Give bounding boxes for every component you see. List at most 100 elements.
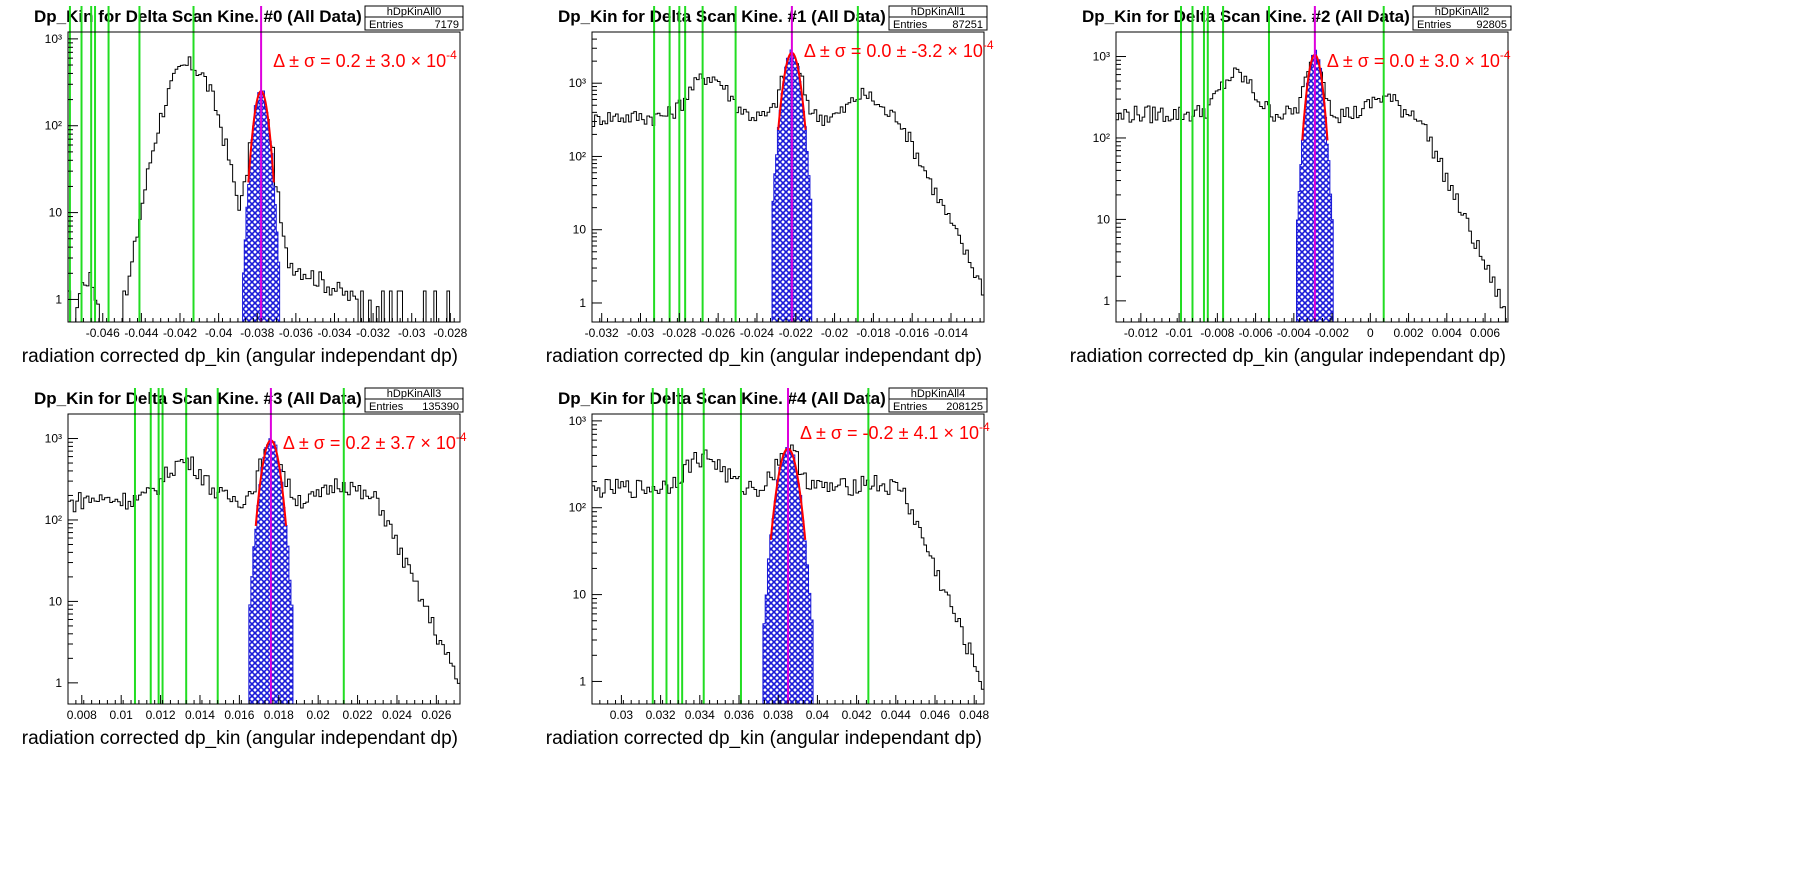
x-tick-label: 0.006 [1470,326,1500,340]
y-tick-label: 10³ [45,32,62,46]
plot-frame [67,413,461,705]
y-tick-label: 10 [573,223,587,237]
x-tick-label: 0.046 [920,708,950,722]
histogram-panel-0: Dp_Kin for Delta Scan Kine. #0 (All Data… [22,5,468,367]
stat-box-entries-label: Entries [369,401,404,413]
panel-title: Dp_Kin for Delta Scan Kine. #1 (All Data… [558,7,886,26]
fit-annotation: Δ ± σ = 0.0 ± -3.2 × 10-4 [804,38,994,61]
histogram-panel-3: Dp_Kin for Delta Scan Kine. #3 (All Data… [22,387,467,749]
x-tick-label: -0.006 [1239,326,1273,340]
stat-box-entries: 208125 [946,401,983,413]
stat-box-entries-label: Entries [369,19,404,31]
panel-title: Dp_Kin for Delta Scan Kine. #0 (All Data… [34,7,362,26]
x-tick-label: -0.024 [740,326,774,340]
x-tick-label: 0.008 [67,708,97,722]
x-tick-label: -0.012 [1124,326,1158,340]
fit-prefix: Δ ± σ = [804,41,867,61]
fit-prefix: Δ ± σ = [1327,51,1390,71]
x-tick-label: 0.048 [959,708,989,722]
y-tick-label: 10³ [569,414,586,428]
plot-frame [67,31,461,323]
x-tick-label: -0.03 [627,326,655,340]
plot-frame [591,31,985,323]
x-tick-label: -0.008 [1200,326,1234,340]
x-tick-label: 0.036 [724,708,754,722]
x-tick-label: -0.04 [205,326,233,340]
stat-box-name: hDpKinAll4 [911,388,965,400]
x-tick-label: -0.042 [163,326,197,340]
histogram-panel-2: Dp_Kin for Delta Scan Kine. #2 (All Data… [1070,5,1512,367]
x-tick-label: -0.02 [821,326,849,340]
y-tick-label: 10² [569,149,586,163]
x-tick-label: 0.026 [421,708,451,722]
x-tick-label: -0.028 [433,326,467,340]
fit-value: -0.2 ± 4.1 × 10 [863,423,979,443]
y-tick-label: 10² [1093,131,1110,145]
y-tick-label: 1 [579,674,586,688]
x-tick-label: 0.022 [343,708,373,722]
x-tick-label: -0.022 [779,326,813,340]
fit-value: 0.0 ± 3.0 × 10 [1389,51,1499,71]
y-tick-label: 10² [45,513,62,527]
y-tick-label: 1 [1103,294,1110,308]
x-tick-label: -0.026 [701,326,735,340]
x-tick-label: -0.018 [856,326,890,340]
panel-title: Dp_Kin for Delta Scan Kine. #4 (All Data… [558,389,886,408]
fit-exponent: -4 [456,430,467,444]
x-tick-label: 0.044 [881,708,911,722]
fit-prefix: Δ ± σ = [283,433,346,453]
x-tick-label: -0.03 [398,326,426,340]
x-axis-label: radiation corrected dp_kin (angular inde… [1070,346,1506,367]
y-tick-label: 10 [573,588,587,602]
x-tick-label: 0 [1367,326,1374,340]
fit-annotation: Δ ± σ = -0.2 ± 4.1 × 10-4 [800,420,990,443]
x-axis-label: radiation corrected dp_kin (angular inde… [546,346,982,367]
fit-annotation: Δ ± σ = 0.2 ± 3.0 × 10-4 [273,48,457,71]
x-tick-label: -0.028 [662,326,696,340]
stat-box-frame [364,387,464,413]
x-tick-label: 0.012 [146,708,176,722]
x-tick-label: 0.01 [110,708,134,722]
stat-box-frame [364,5,464,31]
fit-exponent: -4 [1500,48,1511,62]
y-tick-label: 1 [579,296,586,310]
fit-annotation: Δ ± σ = 0.2 ± 3.7 × 10-4 [283,430,467,453]
stat-box-entries: 7179 [435,19,459,31]
histogram-panel-4: Dp_Kin for Delta Scan Kine. #4 (All Data… [546,387,990,749]
x-axis-label: radiation corrected dp_kin (angular inde… [22,728,458,749]
x-tick-label: 0.024 [382,708,412,722]
histogram-panel-1: Dp_Kin for Delta Scan Kine. #1 (All Data… [546,5,994,367]
fit-prefix: Δ ± σ = [273,51,336,71]
stat-box-name: hDpKinAll2 [1435,6,1489,18]
x-tick-label: -0.032 [585,326,619,340]
plot-frame [1115,31,1509,323]
x-tick-label: 0.018 [264,708,294,722]
x-tick-label: 0.014 [185,708,215,722]
stat-box-entries: 87251 [952,19,983,31]
x-tick-label: -0.046 [86,326,120,340]
stat-box-entries: 92805 [1476,19,1507,31]
x-tick-label: -0.044 [124,326,158,340]
stat-box-frame [1412,5,1512,31]
fit-annotation: Δ ± σ = 0.0 ± 3.0 × 10-4 [1327,48,1511,71]
fit-value: 0.2 ± 3.0 × 10 [336,51,446,71]
x-tick-label: 0.042 [842,708,872,722]
x-tick-label: 0.038 [763,708,793,722]
stat-box-entries: 135390 [422,401,459,413]
x-tick-label: -0.034 [317,326,351,340]
y-tick-label: 10² [569,501,586,515]
y-tick-label: 10³ [1093,50,1110,64]
y-tick-label: 10 [49,594,63,608]
stat-box-name: hDpKinAll3 [387,388,441,400]
x-tick-label: 0.02 [306,708,330,722]
x-tick-label: -0.032 [356,326,390,340]
x-tick-label: -0.014 [934,326,968,340]
panel-title: Dp_Kin for Delta Scan Kine. #2 (All Data… [1082,7,1410,26]
fit-exponent: -4 [983,38,994,52]
